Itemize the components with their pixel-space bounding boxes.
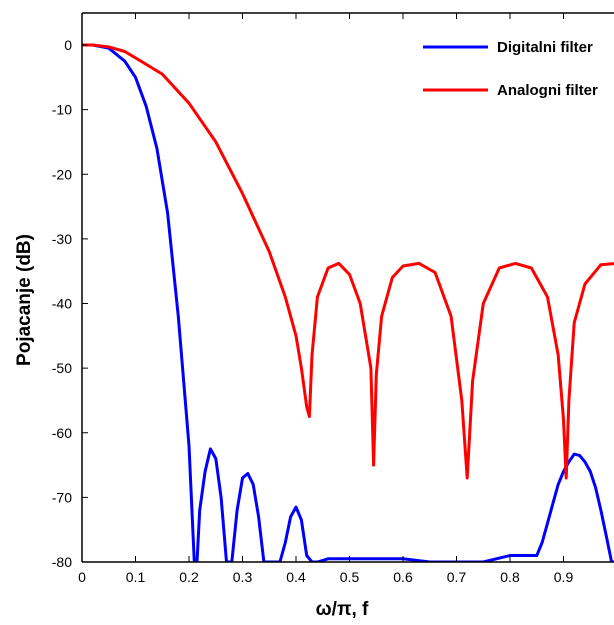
x-tick-label: 0.7: [447, 569, 467, 585]
legend: Digitalni filter Analogni filter: [423, 39, 598, 99]
y-tick-label: -70: [52, 489, 72, 505]
axes: [81, 12, 614, 563]
y-tick-label: -60: [52, 425, 72, 441]
x-tick-label: 0.8: [500, 569, 520, 585]
x-tick-label: 0.1: [126, 569, 146, 585]
tick-labels: 00.10.20.30.40.50.60.70.80.910-10-20-30-…: [52, 37, 614, 585]
y-tick-label: -30: [52, 231, 72, 247]
legend-label-analog: Analogni filter: [497, 82, 598, 99]
y-tick-label: -20: [52, 166, 72, 182]
x-axis-title: ω/π, f: [316, 599, 369, 620]
x-tick-label: 0.9: [554, 569, 574, 585]
x-tick-label: 0.6: [393, 569, 413, 585]
y-tick-label: -40: [52, 296, 72, 312]
y-tick-label: -50: [52, 360, 72, 376]
x-tick-label: 0: [78, 569, 86, 585]
x-tick-label: 0.3: [233, 569, 253, 585]
plot-area: [82, 43, 614, 562]
y-tick-label: -80: [52, 554, 72, 570]
x-tick-label: 0.2: [179, 569, 199, 585]
x-tick-label: 0.4: [286, 569, 306, 585]
x-tick-label: 0.5: [340, 569, 360, 585]
y-tick-label: -10: [52, 102, 72, 118]
series-line-analogni-filter: [82, 43, 614, 480]
y-axis-title: Pojacanje (dB): [14, 234, 35, 366]
y-tick-label: 0: [64, 37, 72, 53]
legend-label-digital: Digitalni filter: [497, 39, 593, 56]
